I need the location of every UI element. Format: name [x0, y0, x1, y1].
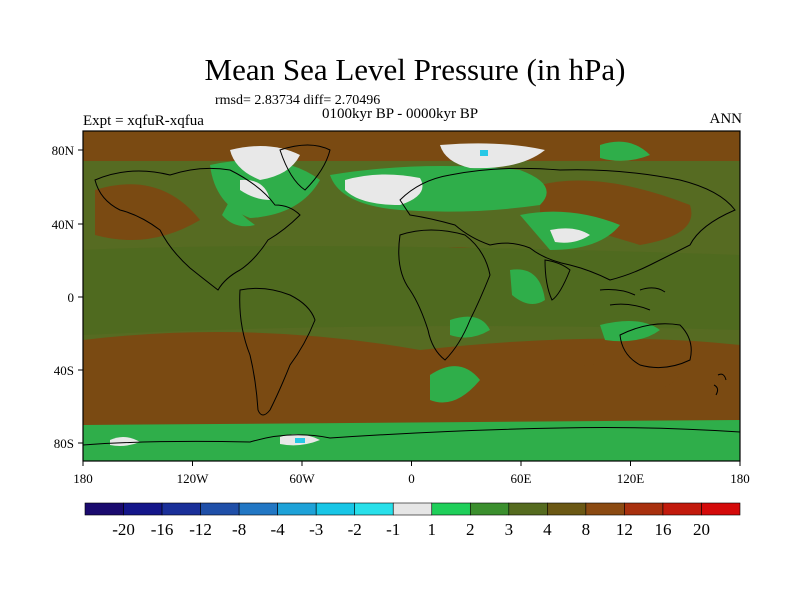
- colorbar-label: -8: [232, 520, 246, 539]
- colorbar-label: 12: [616, 520, 633, 539]
- south-america-outline: [239, 287, 316, 416]
- eurasia-outline: [399, 167, 736, 281]
- africa-outline: [398, 229, 491, 361]
- colorbar-label: 4: [543, 520, 552, 539]
- se-asia-islands: [599, 287, 666, 311]
- positive-anomaly-areas: [83, 131, 740, 430]
- x-tick-label: 60W: [289, 471, 315, 486]
- axis-ticks: 180 120W 60W 0 60E 120E 180 80N 40N 0 40S 80S: [52, 143, 750, 486]
- stats-text: rmsd= 2.83734 diff= 2.70496: [215, 93, 381, 108]
- colorbar-label: -2: [348, 520, 362, 539]
- colorbar-swatch: [315, 502, 356, 516]
- colorbar-label: -16: [151, 520, 174, 539]
- near-zero-areas: [110, 143, 590, 446]
- colorbar-swatch: [662, 502, 702, 516]
- colorbar-swatch: [547, 502, 587, 516]
- x-tick-label: 180: [73, 471, 93, 486]
- x-tick-label: 0: [408, 471, 415, 486]
- colorbar-swatch: [161, 502, 201, 516]
- colorbar-swatch: [238, 502, 278, 516]
- colorbar-swatch: [277, 502, 317, 516]
- pressure-field: [83, 131, 740, 461]
- colorbar-swatch: [624, 502, 664, 516]
- new-zealand-outline: [713, 373, 727, 396]
- colorbar-label: 2: [466, 520, 475, 539]
- y-tick-label: 80S: [54, 436, 74, 451]
- colorbar-label: 16: [654, 520, 671, 539]
- colorbar-swatch: [123, 502, 163, 516]
- colorbar-label: 3: [505, 520, 514, 539]
- colorbar-swatch: [354, 502, 394, 516]
- experiment-label: Expt = xqfuR-xqfua: [83, 113, 204, 129]
- x-tick-label: 60E: [511, 471, 532, 486]
- colorbar-label: -3: [309, 520, 323, 539]
- greenland-outline: [279, 144, 331, 191]
- colorbar-label: -12: [189, 520, 212, 539]
- season-label: ANN: [709, 111, 743, 127]
- colorbar-swatch: [508, 502, 548, 516]
- colorbar-label: 20: [693, 520, 710, 539]
- y-tick-label: 0: [68, 290, 75, 305]
- colorbar-swatch: [431, 502, 471, 516]
- colorbar-label: -1: [386, 520, 400, 539]
- light-blue-spots: [295, 150, 488, 443]
- australia-outline: [619, 323, 692, 369]
- colorbar-label: 1: [428, 520, 437, 539]
- colorbar-swatch: [392, 502, 433, 516]
- colorbar-swatch: [585, 502, 625, 516]
- x-tick-label: 180: [730, 471, 750, 486]
- x-tick-label: 120E: [617, 471, 645, 486]
- y-tick-label: 40S: [54, 363, 74, 378]
- north-america-outline: [94, 167, 301, 291]
- plot-title: Mean Sea Level Pressure (in hPa): [204, 52, 626, 87]
- x-tick-label: 120W: [177, 471, 210, 486]
- colorbar-label: -4: [271, 520, 286, 539]
- colorbar-label: -20: [112, 520, 135, 539]
- colorbar-swatch: [200, 502, 240, 516]
- colorbar: -20 -16 -12 -8 -4 -3 -2 -1 1 2 3 4 8 12 16 20: [84, 502, 741, 539]
- period-text: 0100kyr BP - 0000kyr BP: [322, 106, 479, 122]
- india-outline: [544, 259, 571, 301]
- colorbar-swatch: [469, 502, 510, 516]
- y-tick-label: 80N: [52, 143, 75, 158]
- y-tick-label: 40N: [52, 217, 75, 232]
- colorbar-label: 8: [582, 520, 591, 539]
- colorbar-swatch: [701, 502, 741, 516]
- colorbar-swatch: [84, 502, 124, 516]
- coastlines: [83, 144, 740, 446]
- olive-field-areas: [83, 246, 740, 335]
- antarctica-outline: [83, 427, 740, 446]
